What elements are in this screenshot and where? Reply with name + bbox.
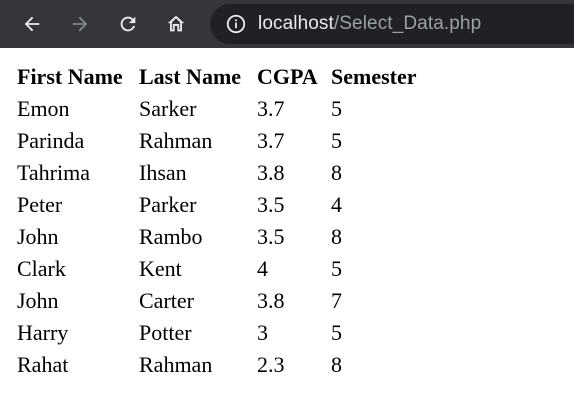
- table-row: John Rambo 3.5 8: [16, 222, 418, 252]
- cell-last-name: Parker: [139, 192, 197, 217]
- info-icon[interactable]: [224, 12, 248, 36]
- url-text[interactable]: localhost/Select_Data.php: [258, 13, 481, 35]
- cell-cgpa: 4: [257, 256, 268, 281]
- cell-first-name: Parinda: [17, 128, 85, 153]
- student-table: First Name Last Name CGPA Semester Emon …: [14, 60, 420, 382]
- table-header-row: First Name Last Name CGPA Semester: [16, 62, 418, 92]
- cell-cgpa: 3.5: [257, 224, 285, 249]
- cell-cgpa: 3.7: [257, 128, 285, 153]
- table-row: Emon Sarker 3.7 5: [16, 94, 418, 124]
- browser-toolbar: localhost/Select_Data.php: [0, 0, 574, 48]
- cell-last-name: Carter: [139, 288, 194, 313]
- table-row: Rahat Rahman 2.3 8: [16, 350, 418, 380]
- cell-cgpa: 3.8: [257, 160, 285, 185]
- forward-arrow-icon: [72, 16, 88, 32]
- cell-cgpa: 3: [257, 320, 268, 345]
- table-row: Harry Potter 3 5: [16, 318, 418, 348]
- home-icon: [167, 15, 185, 32]
- cell-last-name: Potter: [139, 320, 192, 345]
- cell-first-name: Emon: [17, 96, 70, 121]
- cell-semester: 4: [331, 192, 342, 217]
- cell-semester: 7: [331, 288, 342, 313]
- cell-cgpa: 3.8: [257, 288, 285, 313]
- cell-last-name: Rambo: [139, 224, 203, 249]
- cell-semester: 5: [331, 256, 342, 281]
- header-semester: Semester: [331, 64, 417, 89]
- header-first-name: First Name: [17, 64, 123, 89]
- cell-first-name: Peter: [17, 192, 63, 217]
- cell-last-name: Rahman: [139, 352, 213, 377]
- cell-last-name: Rahman: [139, 128, 213, 153]
- reload-icon: [120, 16, 136, 32]
- back-arrow-icon: [24, 16, 40, 32]
- table-row: Clark Kent 4 5: [16, 254, 418, 284]
- url-host: localhost: [258, 13, 334, 34]
- cell-semester: 5: [331, 320, 342, 345]
- home-button[interactable]: [158, 6, 194, 42]
- cell-first-name: John: [17, 288, 59, 313]
- cell-first-name: Harry: [17, 320, 69, 345]
- header-cgpa: CGPA: [257, 64, 318, 89]
- reload-button[interactable]: [110, 6, 146, 42]
- cell-first-name: John: [17, 224, 59, 249]
- cell-first-name: Tahrima: [17, 160, 90, 185]
- cell-last-name: Kent: [139, 256, 182, 281]
- cell-cgpa: 2.3: [257, 352, 285, 377]
- page-content: First Name Last Name CGPA Semester Emon …: [14, 60, 420, 382]
- cell-semester: 5: [331, 128, 342, 153]
- header-last-name: Last Name: [139, 64, 242, 89]
- cell-last-name: Ihsan: [139, 160, 187, 185]
- address-bar[interactable]: localhost/Select_Data.php: [210, 4, 574, 44]
- cell-cgpa: 3.7: [257, 96, 285, 121]
- cell-last-name: Sarker: [139, 96, 197, 121]
- table-row: John Carter 3.8 7: [16, 286, 418, 316]
- cell-semester: 8: [331, 224, 342, 249]
- back-button[interactable]: [14, 6, 50, 42]
- forward-button[interactable]: [62, 6, 98, 42]
- cell-semester: 5: [331, 96, 342, 121]
- table-row: Tahrima Ihsan 3.8 8: [16, 158, 418, 188]
- url-path: /Select_Data.php: [333, 13, 482, 34]
- cell-cgpa: 3.5: [257, 192, 285, 217]
- table-row: Parinda Rahman 3.7 5: [16, 126, 418, 156]
- table-row: Peter Parker 3.5 4: [16, 190, 418, 220]
- cell-first-name: Clark: [17, 256, 66, 281]
- cell-first-name: Rahat: [17, 352, 69, 377]
- cell-semester: 8: [331, 352, 342, 377]
- cell-semester: 8: [331, 160, 342, 185]
